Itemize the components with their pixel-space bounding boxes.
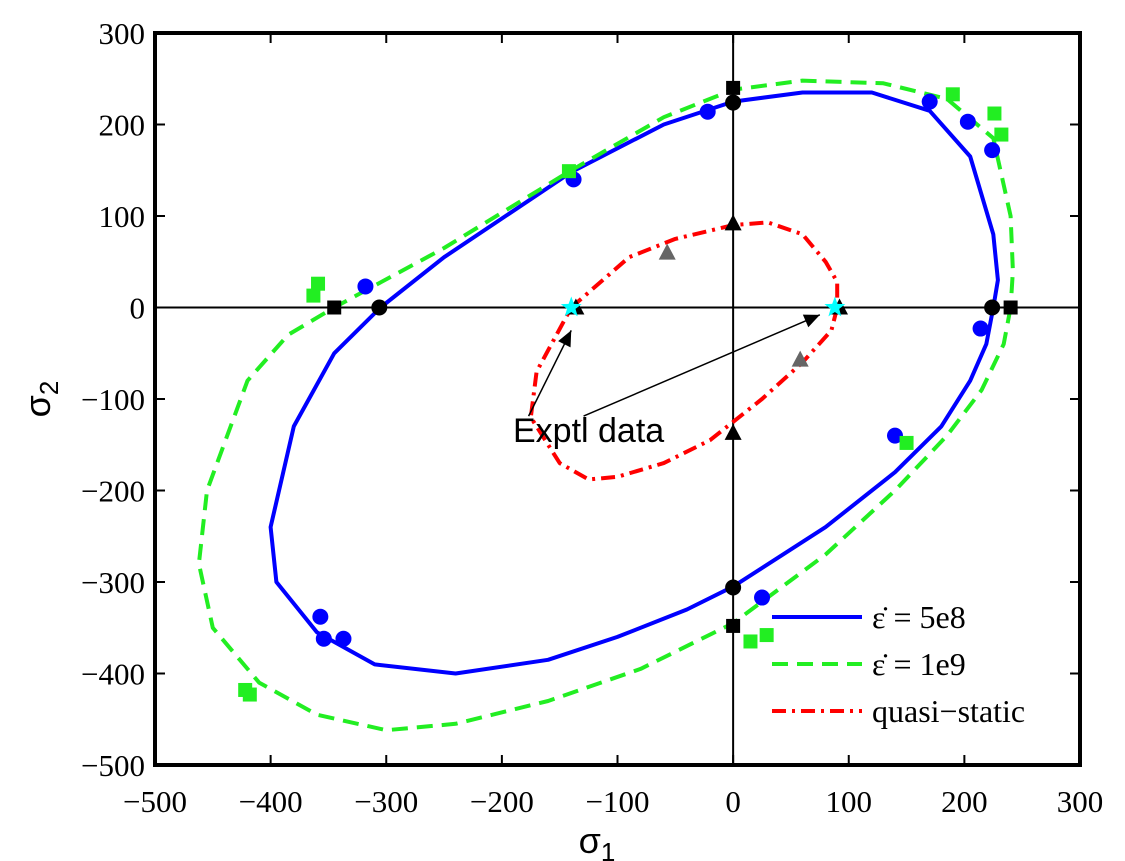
series-2-marker	[759, 628, 774, 643]
x-tick-label: −100	[586, 784, 650, 819]
x-tick-label: 0	[725, 784, 741, 819]
ticks	[154, 32, 1081, 766]
y-axis-title-sub: 2	[34, 381, 64, 395]
annotations: Exptl data	[513, 314, 821, 450]
x-tick-label: 300	[1057, 784, 1104, 819]
axis-square-marker	[1003, 300, 1018, 315]
x-tick-label: 100	[826, 784, 873, 819]
series-2-marker	[899, 435, 914, 450]
series-1-marker	[357, 278, 374, 295]
x-tick-label: −200	[470, 784, 534, 819]
annotation-arrow-head	[802, 314, 820, 328]
x-axis-title-main: σ	[579, 820, 601, 861]
series-1-marker	[959, 113, 976, 130]
series-2-marker	[987, 106, 1002, 121]
series-2-marker	[994, 127, 1009, 142]
axis-triangle-marker	[724, 423, 742, 440]
series-1-marker	[312, 608, 329, 625]
series-3-marker	[658, 243, 676, 260]
x-tick-label: 200	[941, 784, 988, 819]
series-2-marker	[945, 87, 960, 102]
series-2-marker	[561, 164, 576, 179]
x-axis-title: σ1	[579, 820, 616, 861]
series-3-marker	[791, 350, 809, 367]
experimental-star-marker	[824, 296, 846, 317]
series-2-marker	[743, 634, 758, 649]
series-2-marker	[311, 276, 326, 291]
y-tick-label: −400	[81, 657, 145, 692]
y-tick-label: 0	[130, 291, 146, 326]
legend-label-3: quasi−static	[872, 693, 1025, 729]
axis-triangle-marker	[724, 214, 742, 231]
markers	[238, 80, 1018, 702]
series-1-marker	[699, 103, 716, 120]
legend-label-1: ε̇ = 5e8	[872, 599, 966, 635]
y-tick-label: −500	[81, 748, 145, 783]
series-line-2	[196, 78, 1015, 733]
y-tick-label: −100	[81, 382, 145, 417]
y-tick-label: 100	[99, 199, 146, 234]
axis-square-marker	[726, 618, 741, 633]
series-line-1	[268, 90, 1000, 676]
experimental-star-marker	[560, 296, 582, 317]
axis-circle-marker	[984, 299, 1001, 316]
y-axis-title-main: σ	[17, 395, 58, 417]
series-1-marker	[921, 93, 938, 110]
annotation-label: Exptl data	[513, 412, 664, 450]
series-1-marker	[315, 630, 332, 647]
y-tick-label: 300	[99, 16, 146, 51]
axis-circle-marker	[725, 579, 742, 596]
annotation-arrow-head	[558, 330, 572, 348]
tick-labels: −500 −400 −300 −200 −100 0 100 200 300 −500 −400 −3…	[81, 16, 1103, 819]
y-tick-label: −200	[81, 474, 145, 509]
series-1-marker	[984, 142, 1001, 159]
axes-lines	[155, 33, 1080, 765]
series-2-marker	[242, 687, 257, 702]
y-axis-title: σ2	[17, 381, 64, 418]
x-tick-label: −300	[354, 784, 418, 819]
curves	[196, 78, 1015, 733]
series-1-marker	[887, 427, 903, 444]
axis-square-marker	[327, 300, 342, 315]
annotation-arrow-line	[583, 314, 821, 417]
legend-label-2: ε̇ = 1e9	[872, 646, 966, 682]
series-line-3	[528, 220, 840, 482]
series-1-marker	[335, 630, 352, 647]
x-tick-label: −500	[123, 784, 187, 819]
axis-square-marker	[726, 80, 741, 95]
axis-titles: σ1 σ2	[17, 381, 615, 861]
legend: ε̇ = 5e8 ε̇ = 1e9 quasi−static	[772, 599, 1025, 729]
annotation-arrow-line	[527, 330, 572, 417]
axis-circle-marker	[371, 299, 388, 316]
y-tick-label: 200	[99, 108, 146, 143]
series-2-marker	[306, 288, 321, 303]
x-axis-title-sub: 1	[601, 837, 615, 861]
y-tick-label: −300	[81, 565, 145, 600]
axis-circle-marker	[725, 94, 742, 111]
x-tick-label: −400	[239, 784, 303, 819]
series-1-marker	[754, 589, 771, 606]
series-1-marker	[972, 320, 989, 337]
